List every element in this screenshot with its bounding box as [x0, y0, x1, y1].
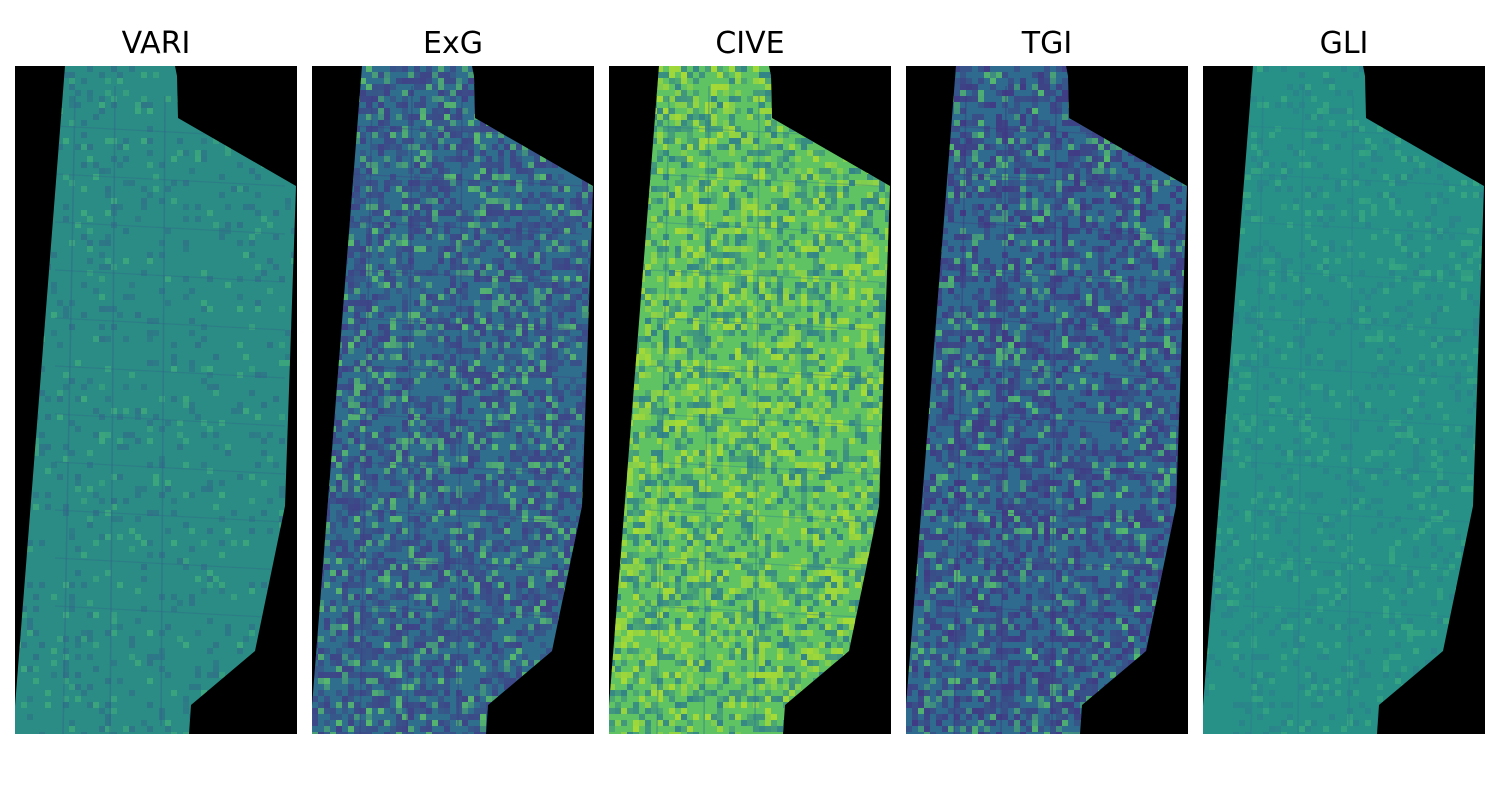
- panel-title-exg: ExG: [423, 26, 483, 61]
- panel-cive: CIVE: [609, 0, 891, 740]
- field-area: [906, 66, 1187, 734]
- panel-title-tgi: TGI: [1021, 26, 1073, 61]
- heatmap-image-vari: [15, 66, 297, 734]
- panel-title-cive: CIVE: [715, 26, 785, 61]
- panel-tgi: TGI: [906, 0, 1188, 740]
- panel-title-gli: GLI: [1319, 26, 1369, 61]
- field-area: [15, 66, 296, 734]
- heatmap-image-tgi: [906, 66, 1188, 734]
- field-area: [1203, 66, 1484, 734]
- panel-vari: VARI: [15, 0, 297, 740]
- field-area: [609, 66, 890, 734]
- heatmap-svg: [906, 66, 1188, 734]
- heatmap-svg: [609, 66, 891, 734]
- heatmap-image-exg: [312, 66, 594, 734]
- panel-gli: GLI: [1203, 0, 1485, 740]
- heatmap-svg: [15, 66, 297, 734]
- heatmap-svg: [312, 66, 594, 734]
- field-area: [312, 66, 593, 734]
- panel-title-vari: VARI: [121, 26, 191, 61]
- heatmap-image-gli: [1203, 66, 1485, 734]
- heatmap-image-cive: [609, 66, 891, 734]
- panel-exg: ExG: [312, 0, 594, 740]
- heatmap-svg: [1203, 66, 1485, 734]
